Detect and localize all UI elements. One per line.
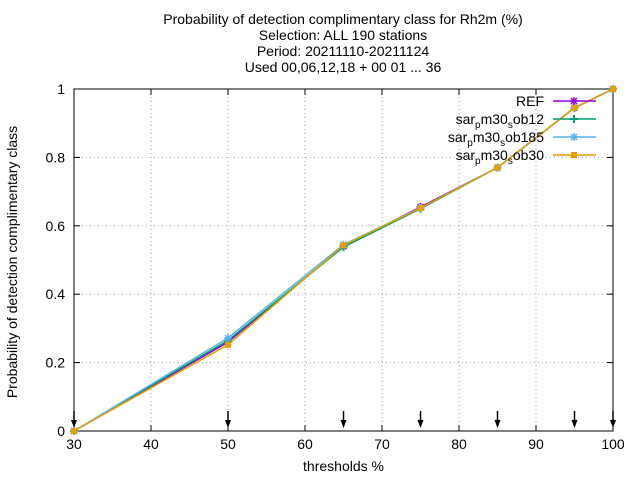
title-line-3: Period: 20211110-20211124 — [257, 43, 430, 59]
data-point — [571, 104, 578, 111]
legend-marker — [571, 152, 577, 158]
data-point — [224, 333, 232, 342]
x-tick-label: 70 — [374, 436, 390, 452]
plot-frame — [73, 88, 614, 432]
y-tick-label: 0 — [57, 423, 65, 439]
threshold-arrow — [494, 411, 501, 428]
series — [70, 85, 617, 435]
chart-title: Probability of detection complimentary c… — [163, 11, 522, 75]
x-tick-label: 90 — [528, 436, 544, 452]
legend-label: REF — [516, 93, 544, 109]
legend-item-2: sarpm30sob12 — [456, 111, 596, 131]
y-tick-label: 0.6 — [46, 218, 66, 234]
x-tick-label: 30 — [66, 436, 82, 452]
y-tick-label: 1 — [57, 81, 65, 97]
x-tick-label: 100 — [601, 436, 625, 452]
y-tick-label: 0.2 — [46, 355, 66, 371]
threshold-arrow — [571, 411, 578, 428]
data-point — [71, 428, 77, 434]
threshold-arrow — [225, 411, 231, 428]
title-line-4: Used 00,06,12,18 + 00 01 ... 36 — [245, 59, 442, 75]
legend-label: sarpm30sob30 — [456, 147, 545, 167]
x-axis-label: thresholds % — [303, 458, 384, 474]
x-tick-label: 40 — [143, 436, 159, 452]
x-tick-label: 60 — [297, 436, 313, 452]
legend-marker — [570, 115, 578, 123]
y-axis-label: Probability of detection complimentary c… — [4, 126, 20, 398]
legend-marker — [570, 133, 578, 141]
legend-item-1: REF — [516, 93, 596, 109]
y-tick-label: 0.4 — [46, 286, 66, 302]
y-tick-label: 0.8 — [46, 149, 66, 165]
legend-label: sarpm30sob12 — [456, 111, 545, 131]
x-tick-label: 80 — [451, 436, 467, 452]
threshold-arrow — [71, 411, 77, 428]
data-point — [610, 86, 616, 92]
threshold-arrow — [610, 411, 616, 428]
legend-item-3: sarpm30sob185 — [448, 129, 596, 149]
axis-ticks: 30 40 50 60 70 80 90 100 0 0.2 0.4 0.6 0.8 1 — [46, 81, 625, 452]
data-point — [225, 341, 231, 348]
legend-marker — [570, 97, 578, 105]
legend-label: sarpm30sob185 — [448, 129, 544, 149]
threshold-arrow — [340, 411, 347, 428]
grid — [74, 89, 613, 431]
threshold-markers — [71, 411, 616, 428]
legend-item-4: sarpm30sob30 — [456, 147, 596, 167]
x-tick-label: 50 — [220, 436, 236, 452]
data-point — [340, 242, 347, 249]
data-point — [417, 205, 424, 212]
plot-border — [73, 88, 614, 432]
title-line-1: Probability of detection complimentary c… — [163, 11, 522, 27]
threshold-arrow — [417, 411, 424, 428]
data-point — [494, 164, 501, 171]
title-line-2: Selection: ALL 190 stations — [259, 27, 427, 43]
